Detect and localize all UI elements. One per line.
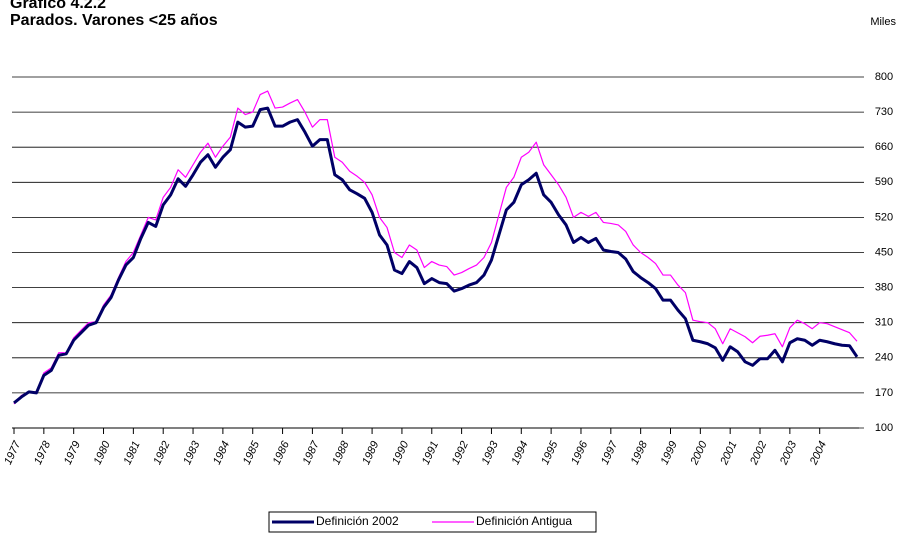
y-tick-label: 660 — [875, 141, 893, 153]
y-tick-label: 730 — [875, 106, 893, 118]
x-tick-label: 1989 — [360, 439, 381, 466]
x-tick-label: 1978 — [32, 439, 54, 467]
y-tick-label: 310 — [875, 317, 893, 329]
x-tick-label: 1979 — [62, 439, 83, 466]
y-tick-label: 520 — [875, 211, 893, 223]
x-tick-label: 1994 — [509, 439, 530, 466]
y-tick-label: 380 — [875, 282, 893, 294]
x-tick-label: 2003 — [778, 439, 800, 468]
chart-title: Gráfico 4.2.2 — [10, 0, 106, 12]
y-tick-label: 590 — [875, 176, 893, 188]
x-tick-label: 1995 — [539, 439, 561, 467]
x-tick-label: 1977 — [2, 439, 24, 467]
x-tick-label: 2004 — [807, 439, 829, 467]
series-line — [13, 106, 859, 405]
x-tick-label: 1997 — [599, 439, 621, 467]
x-tick-label: 1990 — [390, 439, 412, 467]
x-tick-label: 1998 — [629, 439, 651, 467]
y-tick-label: 170 — [875, 387, 893, 399]
x-tick-label: 2002 — [748, 439, 770, 467]
y-tick-label: 450 — [875, 246, 893, 258]
x-tick-label: 1988 — [330, 439, 352, 467]
legend-label: Definición Antigua — [476, 514, 572, 528]
x-tick-label: 1984 — [211, 439, 232, 466]
x-tick-label: 1991 — [420, 439, 441, 466]
x-tick-label: 1983 — [181, 439, 203, 467]
x-tick-label: 1986 — [271, 439, 293, 467]
y-tick-label: 800 — [875, 71, 893, 83]
y-tick-label: 240 — [875, 352, 893, 364]
x-tick-label: 1982 — [151, 439, 172, 466]
x-tick-label: 1996 — [569, 439, 591, 467]
x-tick-label: 1999 — [659, 439, 680, 466]
series-line — [13, 90, 858, 405]
chart-subtitle: Parados. Varones <25 años — [10, 12, 218, 29]
legend-label: Definición 2002 — [316, 514, 399, 528]
x-tick-label: 1992 — [450, 439, 471, 466]
x-tick-label: 1985 — [241, 439, 263, 467]
x-tick-label: 2000 — [688, 439, 710, 468]
x-tick-label: 1987 — [301, 439, 323, 467]
x-tick-label: 1981 — [121, 439, 142, 466]
y-tick-label: 100 — [875, 422, 893, 434]
x-tick-label: 2001 — [718, 439, 740, 467]
unit-label: Miles — [870, 16, 896, 28]
x-tick-label: 1993 — [480, 439, 502, 467]
x-tick-label: 1980 — [92, 439, 114, 467]
